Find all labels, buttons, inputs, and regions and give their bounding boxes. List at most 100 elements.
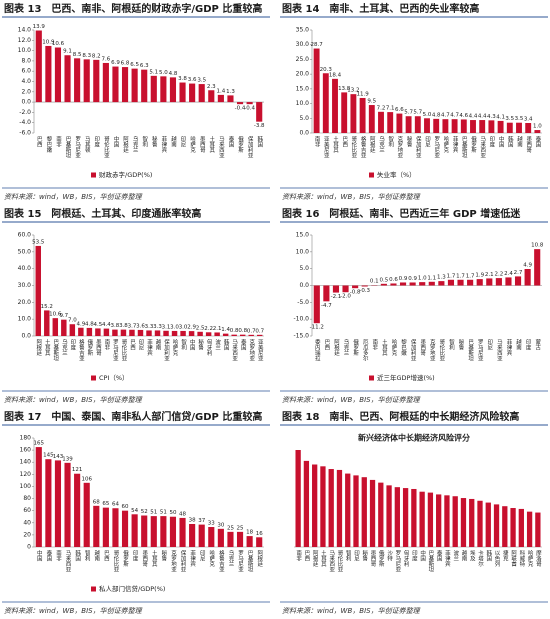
value-label: 3.8 bbox=[178, 76, 187, 82]
category-label: 哥伦比亚 bbox=[336, 550, 343, 573]
value-label: 4.3 bbox=[487, 114, 496, 120]
bar bbox=[137, 329, 144, 336]
value-label: 4.7 bbox=[450, 113, 459, 119]
category-label: 罗马尼亚 bbox=[477, 339, 484, 362]
category-label: 俄罗斯 bbox=[470, 135, 477, 154]
category-label: 黎巴嫩 bbox=[400, 338, 407, 357]
category-label: 哥伦比亚 bbox=[112, 550, 119, 573]
category-label: 泰国 bbox=[436, 549, 443, 563]
bar bbox=[518, 508, 524, 547]
category-label: 南非 bbox=[295, 549, 302, 563]
value-label: 4.9 bbox=[523, 263, 532, 269]
value-label: 33 bbox=[208, 521, 215, 527]
category-label: 卡塔尔 bbox=[477, 549, 484, 567]
category-label: 墨西哥 bbox=[370, 550, 377, 568]
value-label: 3.5 bbox=[197, 78, 206, 84]
bar bbox=[387, 112, 394, 133]
category-label: 俄罗斯 bbox=[122, 549, 129, 568]
category-label: 哥伦比亚 bbox=[350, 136, 357, 159]
bar bbox=[35, 30, 42, 103]
category-label: 乌克兰 bbox=[378, 135, 385, 153]
value-label: 0.8 bbox=[238, 328, 247, 334]
bar bbox=[198, 84, 205, 103]
bar bbox=[535, 512, 541, 547]
category-label: 巴基斯坦 bbox=[247, 550, 254, 573]
bar bbox=[146, 330, 152, 336]
value-label: 6.5 bbox=[130, 62, 139, 68]
category-label: 乌克兰 bbox=[227, 549, 234, 567]
category-label: 秘鲁 bbox=[406, 135, 413, 149]
value-label: -2.1 bbox=[331, 294, 342, 300]
bar bbox=[102, 62, 109, 103]
y-tick-label: 180 bbox=[20, 435, 32, 442]
y-tick-label: 25.0 bbox=[296, 56, 310, 63]
bar bbox=[313, 285, 320, 324]
category-label: 阿根廷 bbox=[369, 135, 376, 154]
value-label: 1.3 bbox=[437, 275, 446, 281]
chart-title: 新兴经济体中长期经济风险评分 bbox=[358, 433, 470, 443]
bar bbox=[341, 92, 348, 133]
value-label: 1.0 bbox=[533, 124, 542, 130]
value-label: 10.6 bbox=[52, 41, 65, 47]
bar bbox=[320, 466, 326, 547]
y-tick-label: 2.0 bbox=[21, 88, 31, 95]
value-label: 0.7 bbox=[247, 328, 256, 334]
value-label: 6.3 bbox=[140, 63, 149, 69]
y-tick-label: 6.0 bbox=[21, 68, 31, 75]
category-label: 摩洛哥 bbox=[535, 549, 542, 568]
y-tick-label: 160 bbox=[20, 447, 32, 454]
category-label: 南非 bbox=[55, 135, 62, 149]
bar bbox=[380, 283, 387, 286]
value-label: 7.2 bbox=[377, 105, 386, 111]
category-label: 韩国 bbox=[507, 135, 514, 149]
category-label: 阿联酋 bbox=[510, 549, 517, 568]
y-tick-label: 20 bbox=[23, 531, 31, 538]
bar bbox=[444, 495, 450, 547]
category-label: 南非 bbox=[314, 135, 321, 149]
category-label: 保加利亚 bbox=[415, 135, 422, 159]
category-label: 保加利亚 bbox=[247, 135, 254, 159]
value-label: 0.9 bbox=[399, 276, 408, 282]
bar bbox=[451, 119, 458, 133]
value-label: 6.6 bbox=[395, 107, 404, 113]
bar bbox=[64, 462, 71, 547]
bar bbox=[120, 329, 127, 336]
bar bbox=[467, 279, 474, 286]
bar bbox=[69, 324, 76, 336]
value-label: -3.8 bbox=[254, 123, 265, 129]
bar bbox=[154, 330, 161, 336]
category-label: 哈萨克 bbox=[189, 135, 196, 154]
category-label: 智利 bbox=[448, 338, 455, 351]
value-label: 1.9 bbox=[475, 273, 484, 279]
bar bbox=[231, 334, 237, 336]
category-label: 乌克兰 bbox=[61, 338, 68, 356]
y-tick-label: 0.0 bbox=[299, 282, 309, 289]
value-label: 3.3 bbox=[145, 324, 154, 330]
category-label: 秘鲁 bbox=[361, 549, 368, 563]
value-label: 4.8 bbox=[85, 321, 94, 327]
value-label: 2.5 bbox=[196, 325, 205, 331]
bar bbox=[312, 464, 318, 547]
bar bbox=[424, 118, 430, 133]
source: 资料来源：wind，WB，BIS，华创证券整理 bbox=[282, 607, 421, 615]
y-tick-label: 20.0 bbox=[296, 71, 310, 78]
category-label: 罗马尼亚 bbox=[237, 550, 244, 573]
bar bbox=[524, 269, 531, 286]
value-label: 3.0 bbox=[179, 324, 188, 330]
bar bbox=[386, 485, 392, 547]
value-label: 0.9 bbox=[408, 276, 417, 282]
bar bbox=[332, 78, 338, 133]
category-label: 印尼 bbox=[199, 550, 206, 563]
value-label: 1.1 bbox=[427, 275, 436, 281]
value-label: 5.7 bbox=[413, 110, 422, 116]
category-label: 智利 bbox=[345, 549, 352, 562]
bar bbox=[160, 516, 167, 547]
bar bbox=[345, 473, 351, 547]
category-label: 黎巴嫩 bbox=[45, 135, 52, 154]
value-label: 3.5 bbox=[505, 116, 514, 122]
value-label: 4.8 bbox=[169, 71, 178, 77]
bar bbox=[427, 492, 434, 547]
y-tick-label: 4.0 bbox=[21, 78, 31, 85]
category-label: 菲律宾 bbox=[160, 135, 167, 154]
bar bbox=[353, 475, 359, 547]
